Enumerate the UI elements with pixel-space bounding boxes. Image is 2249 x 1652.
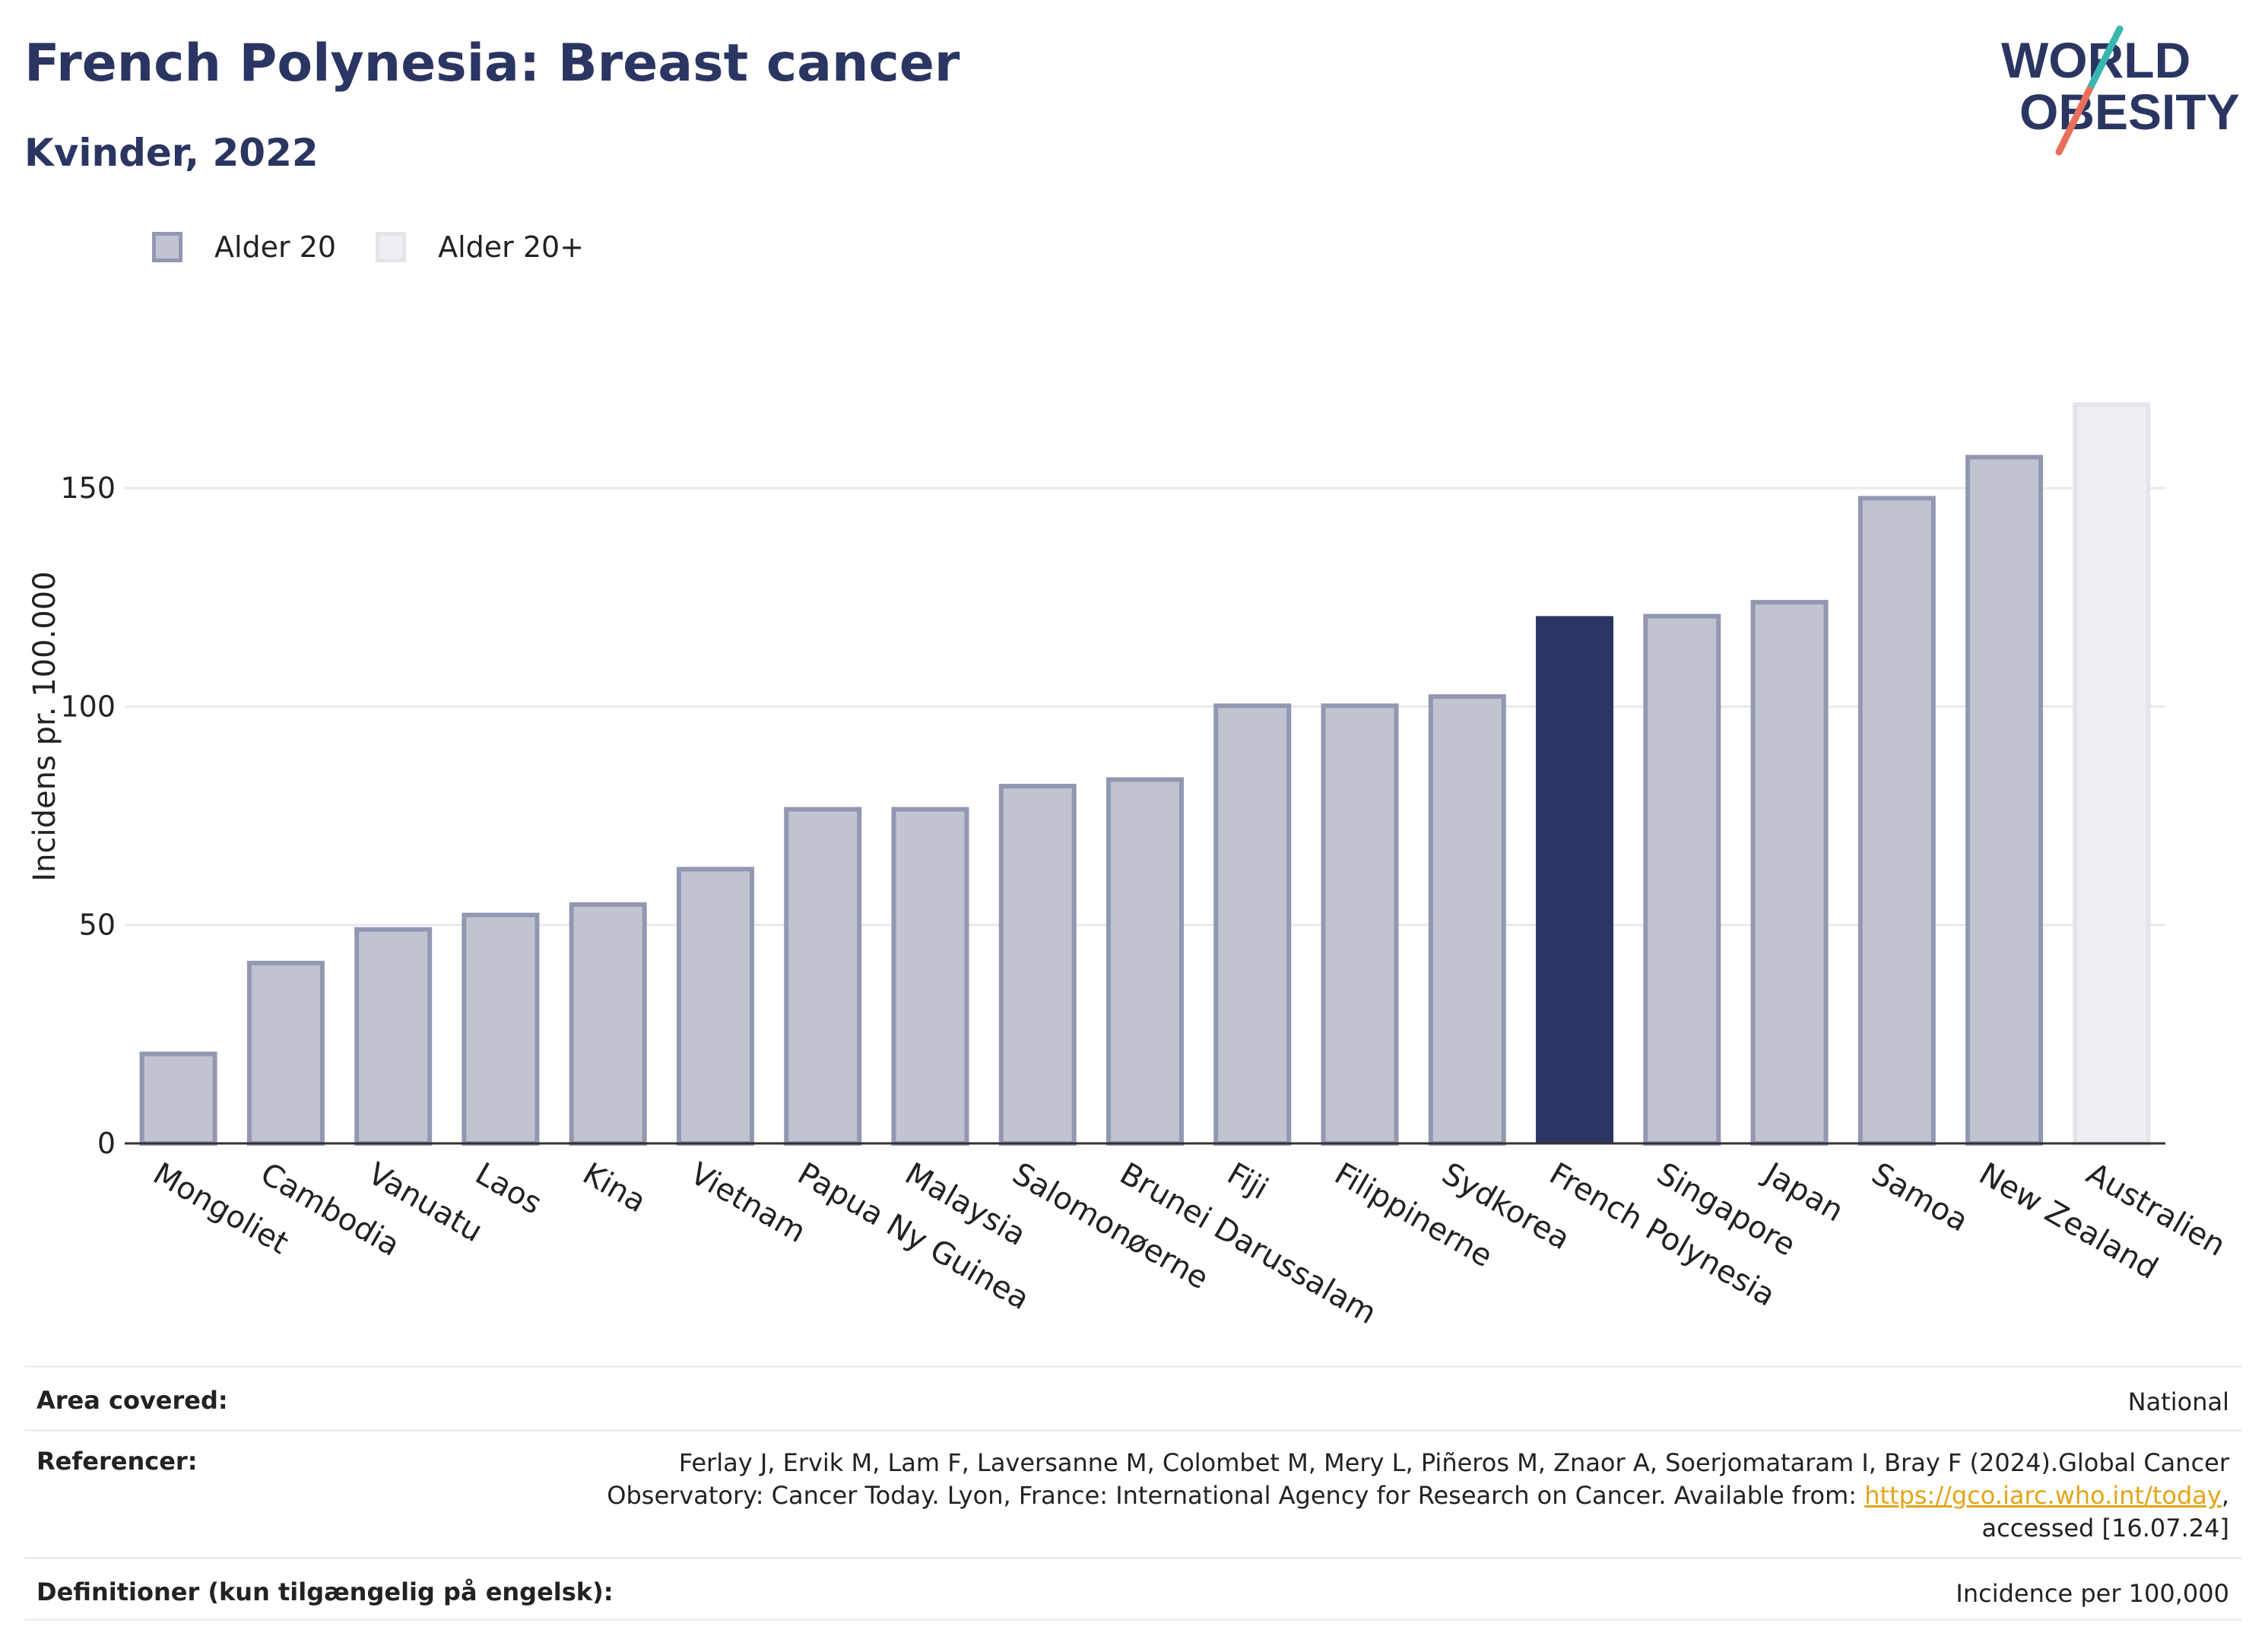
bar-australien	[2073, 402, 2151, 1146]
bar-filippinerne	[1321, 703, 1399, 1146]
reference-link[interactable]: https://gco.iarc.who.int/today	[1864, 1481, 2222, 1510]
x-tick-label-fiji: Fiji	[1221, 1156, 1274, 1207]
bar-malaysia	[891, 807, 969, 1146]
reference-text: Observatory: Cancer Today. Lyon, France:…	[607, 1481, 1865, 1510]
chart-subtitle: Kvinder, 2022	[24, 131, 319, 175]
y-tick-label-50: 50	[79, 908, 116, 942]
chart-title: French Polynesia: Breast cancer	[24, 33, 960, 94]
reference-line-2: Observatory: Cancer Today. Lyon, France:…	[607, 1479, 2229, 1512]
bar-kina	[569, 902, 647, 1146]
meta-row-references: Referencer: Ferlay J, Ervik M, Lam F, La…	[24, 1429, 2241, 1557]
legend-swatch-age-20	[152, 232, 182, 262]
meta-row-area: Area covered: National	[24, 1365, 2241, 1429]
references-label: Referencer:	[36, 1447, 198, 1476]
logo-slash-teal	[2086, 25, 2124, 94]
reference-line-1: Ferlay J, Ervik M, Lam F, Laversanne M, …	[678, 1448, 2229, 1477]
y-tick-label-0: 0	[97, 1127, 116, 1160]
bar-vanuatu	[354, 927, 433, 1146]
bar-papua-ny-guinea	[784, 807, 862, 1146]
x-tick-label-laos: Laos	[469, 1156, 547, 1222]
metadata-table: Area covered: National Referencer: Ferla…	[24, 1365, 2241, 1621]
logo-slash-coral	[2055, 86, 2093, 156]
legend-swatch-age-20-plus	[376, 232, 407, 262]
x-tick-label-vietnam: Vietnam	[684, 1156, 811, 1250]
bar-singapore	[1643, 614, 1721, 1146]
y-tick-label-100: 100	[60, 690, 116, 723]
area-covered-label: Area covered:	[36, 1386, 228, 1415]
chart-legend: Alder 20 Alder 20+	[152, 227, 623, 268]
bar-sydkorea	[1428, 694, 1506, 1146]
area-covered-value: National	[2127, 1387, 2229, 1416]
bar-mongoliet	[139, 1051, 217, 1146]
legend-label-age-20-plus: Alder 20+	[438, 230, 585, 264]
definitions-label: Definitioner (kun tilgængelig på engelsk…	[36, 1577, 614, 1606]
x-tick-label-samoa: Samoa	[1866, 1156, 1974, 1239]
world-obesity-logo: WORLD OBESITY	[2001, 25, 2240, 156]
x-tick-label-kina: Kina	[577, 1156, 652, 1219]
legend-item-age-20-plus[interactable]: Alder 20+	[376, 230, 584, 264]
reference-line-3: accessed [16.07.24]	[1981, 1514, 2229, 1543]
legend-item-age-20[interactable]: Alder 20	[152, 230, 336, 264]
bar-french-polynesia	[1536, 616, 1614, 1143]
x-tick-label-new-zealand: New Zealand	[1973, 1156, 2164, 1286]
legend-label-age-20: Alder 20	[214, 230, 337, 264]
bar-samoa	[1857, 496, 1936, 1146]
y-tick-label-150: 150	[60, 471, 116, 505]
bar-vietnam	[676, 867, 754, 1146]
definitions-value: Incidence per 100,000	[1956, 1579, 2229, 1608]
references-value: Ferlay J, Ervik M, Lam F, Laversanne M, …	[607, 1447, 2241, 1545]
y-axis-label: Incidens pr. 100.000	[27, 571, 62, 881]
bar-salomon-erne	[998, 784, 1077, 1146]
bar-laos	[462, 912, 540, 1146]
bar-fiji	[1213, 703, 1292, 1146]
meta-row-definitions: Definitioner (kun tilgængelig på engelsk…	[24, 1557, 2241, 1621]
reference-comma: ,	[2221, 1481, 2229, 1510]
bar-new-zealand	[1965, 455, 2044, 1146]
bar-cambodia	[246, 960, 325, 1146]
bar-japan	[1750, 600, 1829, 1146]
logo-text-obesity: OBESITY	[2019, 84, 2240, 140]
bar-brunei-darussalam	[1106, 777, 1184, 1146]
